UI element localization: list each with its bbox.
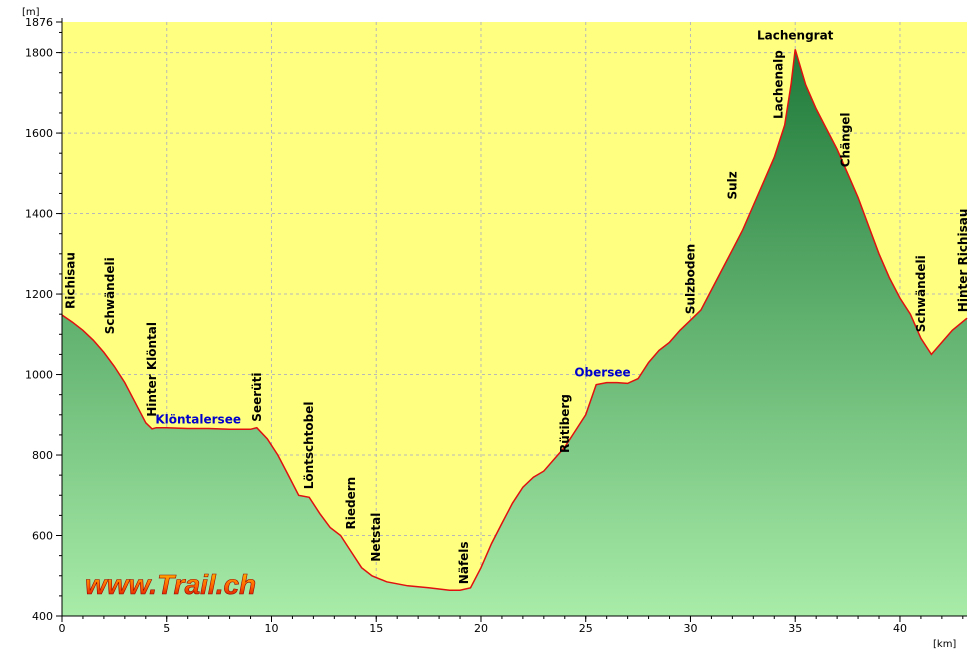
- x-axis-ticks: 0 5 10 15 20 25 30 35 40: [59, 616, 907, 635]
- place-label: Netstal: [369, 513, 383, 562]
- y-tick-label: 800: [32, 449, 53, 462]
- x-tick-label: 0: [59, 622, 66, 635]
- x-axis-unit: [km]: [933, 639, 956, 650]
- place-label: Sulzboden: [684, 244, 698, 314]
- x-tick-label: 30: [683, 622, 697, 635]
- place-label: Chängel: [839, 112, 853, 167]
- y-tick-label: 1400: [25, 208, 53, 221]
- place-label: Schwändeli: [103, 257, 117, 334]
- branding-logo: www.Trail.ch: [85, 569, 256, 600]
- elevation-line: [61, 49, 968, 591]
- y-axis-unit: [m]: [22, 7, 40, 18]
- place-label: Rütiberg: [558, 394, 572, 453]
- x-tick-label: 35: [788, 622, 802, 635]
- lake-label: Obersee: [574, 366, 630, 380]
- y-tick-label: 1000: [25, 369, 53, 382]
- place-label: Seerüti: [250, 372, 264, 421]
- place-label: Lachenalp: [772, 50, 786, 119]
- place-label: Sulz: [725, 171, 739, 199]
- place-label: Riedern: [344, 477, 358, 530]
- place-label: Löntschtobel: [302, 402, 316, 490]
- y-tick-label: 1876: [25, 16, 53, 29]
- place-label: Richisau: [63, 252, 77, 309]
- place-label: Näfels: [457, 541, 471, 584]
- lake-label: Klöntalersee: [155, 412, 241, 426]
- x-tick-label: 40: [893, 622, 907, 635]
- x-tick-label: 10: [264, 622, 278, 635]
- place-annotations: Richisau Schwändeli Hinter Klöntal Seerüti L…: [63, 28, 969, 584]
- place-label: Hinter Richisau: [956, 209, 970, 313]
- y-axis-ticks: 400 600 800 1000 1200 1400 1600 1800 1876: [25, 16, 62, 623]
- x-tick-label: 15: [369, 622, 383, 635]
- peak-label: Lachengrat: [757, 28, 834, 42]
- y-tick-label: 1200: [25, 288, 53, 301]
- place-label: Hinter Klöntal: [145, 322, 159, 417]
- y-tick-label: 1800: [25, 47, 53, 60]
- y-tick-label: 400: [32, 610, 53, 623]
- x-tick-label: 25: [579, 622, 593, 635]
- y-tick-label: 1600: [25, 127, 53, 140]
- elevation-area: [62, 49, 967, 616]
- place-label: Schwändeli: [914, 255, 928, 332]
- x-tick-label: 20: [474, 622, 488, 635]
- y-tick-label: 600: [32, 530, 53, 543]
- x-tick-label: 5: [163, 622, 170, 635]
